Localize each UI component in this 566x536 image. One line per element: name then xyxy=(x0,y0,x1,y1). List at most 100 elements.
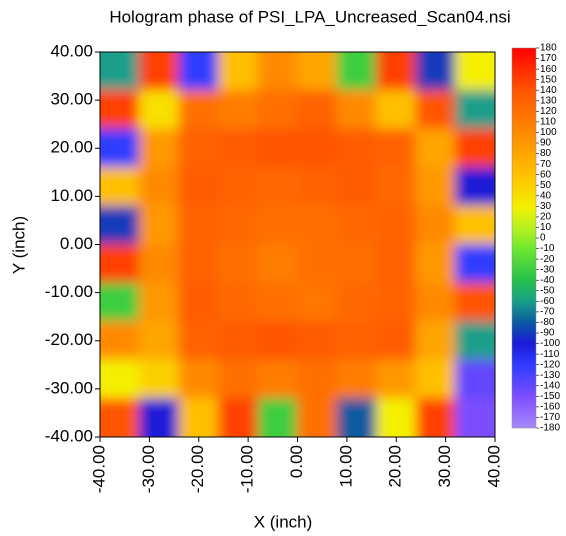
x-tick-label: 30.00 xyxy=(435,445,454,488)
heatmap-cell xyxy=(218,282,259,322)
heatmap-cell xyxy=(297,167,338,207)
x-tick-label: -40.00 xyxy=(89,445,108,493)
colorbar-tick-label: 120 xyxy=(540,106,557,117)
heatmap-cell xyxy=(336,167,377,207)
heatmap-cell xyxy=(139,244,180,284)
colorbar xyxy=(511,47,537,429)
heatmap-cell xyxy=(139,282,180,322)
heatmap-cell xyxy=(415,244,456,284)
x-tick-label: -10.00 xyxy=(238,445,257,493)
heatmap-cell xyxy=(415,90,456,130)
heatmap-cell xyxy=(336,359,377,399)
colorbar-tick-label: -100 xyxy=(540,338,560,349)
heatmap-cell xyxy=(376,167,417,207)
heatmap-cell xyxy=(218,167,259,207)
heatmap-cell xyxy=(297,244,338,284)
heatmap-cell xyxy=(178,321,219,361)
colorbar-tick-label: 150 xyxy=(540,74,557,85)
y-tick-label: -10.00 xyxy=(45,282,93,301)
colorbar-tick-label: -70 xyxy=(540,307,555,318)
heatmap-cell xyxy=(178,359,219,399)
heatmap-cell xyxy=(336,52,377,91)
colorbar-tick-label: 80 xyxy=(540,148,552,159)
y-tick-label: -30.00 xyxy=(45,378,93,397)
y-tick-label: 10.00 xyxy=(50,186,93,205)
heatmap-cell xyxy=(139,321,180,361)
colorbar-tick-label: 140 xyxy=(540,85,557,96)
heatmap-cell xyxy=(455,167,495,207)
heatmap-cell xyxy=(218,205,259,245)
heatmap-cell xyxy=(455,52,495,91)
heatmap-cell xyxy=(257,52,298,91)
heatmap-cell xyxy=(336,90,377,130)
heatmap-cell xyxy=(336,205,377,245)
colorbar-tick-label: 170 xyxy=(540,53,557,64)
heatmap-cell xyxy=(100,359,140,399)
colorbar-tick-label: 160 xyxy=(540,64,557,75)
heatmap-cell xyxy=(257,90,298,130)
x-tick-label: -20.00 xyxy=(188,445,207,493)
heatmap-cell xyxy=(336,282,377,322)
heatmap-cell xyxy=(218,128,259,168)
y-tick-label: 40.00 xyxy=(50,41,93,60)
heatmap-cell xyxy=(415,282,456,322)
heatmap-cell xyxy=(415,359,456,399)
heatmap-cell xyxy=(139,359,180,399)
colorbar-tick-label: -170 xyxy=(540,412,560,423)
heatmap-cell xyxy=(376,52,417,91)
heatmap-cell xyxy=(257,398,298,437)
x-tick-label: -30.00 xyxy=(139,445,158,493)
colorbar-tick-label: -150 xyxy=(540,391,560,402)
heatmap-cell xyxy=(257,282,298,322)
colorbar-tick-label: -10 xyxy=(540,243,555,254)
y-tick-label: 0.00 xyxy=(60,234,93,253)
heatmap-cell xyxy=(257,128,298,168)
heatmap-cell xyxy=(415,205,456,245)
heatmap-cell xyxy=(336,128,377,168)
heatmap-cell xyxy=(257,167,298,207)
heatmap-cell xyxy=(178,128,219,168)
colorbar-tick-label: -30 xyxy=(540,264,555,275)
heatmap-cell xyxy=(415,398,456,437)
colorbar-tick-label: -40 xyxy=(540,275,555,286)
x-axis-label: X (inch) xyxy=(254,512,313,531)
heatmap-cell xyxy=(100,321,140,361)
heatmap-cell xyxy=(297,52,338,91)
heatmap-cell xyxy=(376,321,417,361)
colorbar-tick-label: -130 xyxy=(540,370,560,381)
heatmap-cell xyxy=(218,398,259,437)
heatmap-cell xyxy=(376,282,417,322)
heatmap-cell xyxy=(297,90,338,130)
y-tick-label: -20.00 xyxy=(45,330,93,349)
y-tick-label: -40.00 xyxy=(45,426,93,445)
heatmap-cell xyxy=(218,90,259,130)
heatmap-cell xyxy=(257,244,298,284)
heatmap-cell xyxy=(178,205,219,245)
heatmap-cell xyxy=(139,205,180,245)
heatmap-cell xyxy=(100,90,140,130)
colorbar-tick-label: 20 xyxy=(540,212,552,223)
colorbar-tick-label: -160 xyxy=(540,402,560,413)
colorbar-tick-label: 130 xyxy=(540,95,557,106)
heatmap-cell xyxy=(100,244,140,284)
heatmap-cell xyxy=(100,282,140,322)
x-tick-label: 40.00 xyxy=(484,445,503,488)
heatmap-cell xyxy=(218,52,259,91)
colorbar-tick-label: -90 xyxy=(540,328,555,339)
heatmap-cell xyxy=(218,321,259,361)
heatmap-cell xyxy=(297,398,338,437)
colorbar-tick-label: 100 xyxy=(540,127,557,138)
heatmap-cell xyxy=(297,321,338,361)
heatmap-cell xyxy=(218,244,259,284)
heatmap-cell xyxy=(178,282,219,322)
heatmap-cell xyxy=(415,128,456,168)
colorbar-tick-label: 50 xyxy=(540,180,552,191)
colorbar-tick-label: -80 xyxy=(540,317,555,328)
colorbar-tick-label: 60 xyxy=(540,169,552,180)
heatmap-cell xyxy=(415,321,456,361)
heatmap-cell xyxy=(100,205,140,245)
heatmap-cell xyxy=(455,90,495,130)
y-tick-label: 30.00 xyxy=(50,90,93,109)
heatmap-cell xyxy=(376,205,417,245)
heatmap-cell xyxy=(376,244,417,284)
